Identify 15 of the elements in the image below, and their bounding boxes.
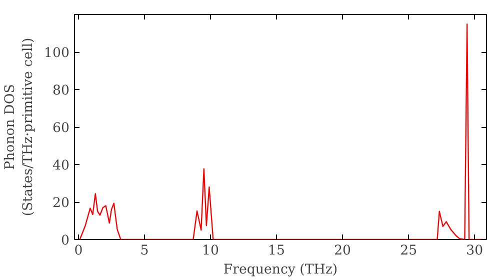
x-axis-title: Frequency (THz) — [223, 262, 338, 278]
x-tick-label: 0 — [74, 244, 83, 258]
x-tick-label: 10 — [202, 244, 219, 258]
x-tick-label: 30 — [466, 244, 484, 258]
x-tick-label: 15 — [268, 244, 286, 258]
y-tick-label: 100 — [44, 46, 70, 61]
y-tick-label: 0 — [61, 234, 70, 248]
y-tick-label: 80 — [52, 84, 70, 98]
y-tick-label: 60 — [52, 121, 70, 136]
x-tick-label: 20 — [334, 244, 352, 258]
y-tick-label: 40 — [52, 158, 70, 174]
x-tick-label: 5 — [140, 244, 149, 258]
y-axis-title: Phonon DOS (States/THz·primitive cell) — [3, 38, 36, 216]
y-tick-label: 20 — [52, 196, 70, 211]
x-tick-label: 25 — [400, 244, 418, 258]
